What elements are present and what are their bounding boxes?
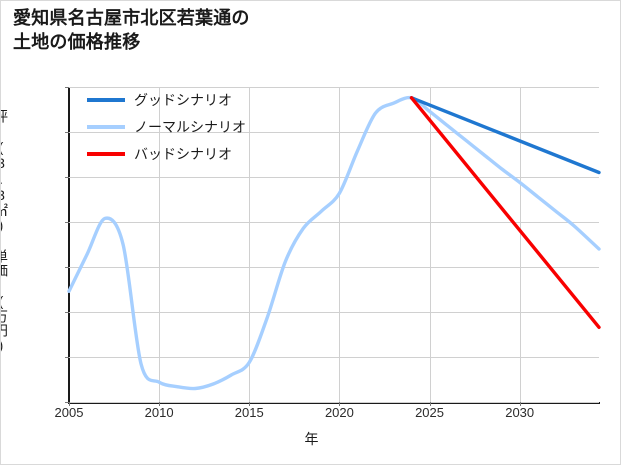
series-line: [67, 95, 601, 391]
y-axis-spine: [68, 87, 70, 404]
page-title: 愛知県名古屋市北区若葉通の 土地の価格推移: [13, 8, 250, 52]
x-tick-label: 2030: [505, 405, 535, 420]
x-tick-label: 2025: [415, 405, 444, 420]
x-tick-mark: [519, 402, 521, 406]
gridline-horizontal: [69, 312, 599, 313]
x-tick-label: 2015: [234, 405, 264, 420]
gridline-horizontal: [69, 87, 599, 88]
x-tick-label: 2005: [54, 405, 84, 420]
gridline-horizontal: [69, 267, 599, 268]
gridline-horizontal: [69, 402, 599, 403]
y-tick-mark: [65, 267, 69, 268]
x-tick-mark: [159, 402, 161, 406]
y-tick-mark: [65, 222, 69, 223]
y-tick-mark: [65, 312, 69, 313]
series-line: [409, 96, 601, 175]
y-tick-mark: [65, 132, 69, 133]
x-tick-mark: [249, 402, 251, 406]
gridline-horizontal: [69, 177, 599, 178]
data-series-layer: [67, 95, 601, 391]
y-tick-mark: [65, 357, 69, 358]
series-line: [409, 96, 601, 329]
gridline-vertical: [249, 87, 251, 402]
x-tick-label: 2020: [324, 405, 354, 420]
y-tick-mark: [65, 87, 69, 88]
gridline-vertical: [429, 87, 431, 402]
x-tick-mark: [69, 402, 70, 406]
y-axis-label: 坪 (3.3㎡) 単価 (万円): [0, 109, 9, 353]
x-axis-spine: [68, 402, 600, 404]
gridline-horizontal: [69, 357, 599, 358]
x-tick-mark: [339, 402, 341, 406]
gridline-vertical: [159, 87, 161, 402]
x-tick-mark: [429, 402, 431, 406]
gridline-horizontal: [69, 222, 599, 223]
y-tick-mark: [65, 402, 69, 403]
gridline-horizontal: [69, 132, 599, 133]
x-axis-label: 年: [304, 431, 319, 447]
gridline-vertical: [339, 87, 341, 402]
y-tick-mark: [65, 177, 69, 178]
plot-area: 707580859095100105 200520102015202020252…: [55, 87, 601, 420]
x-tick-label: 2010: [144, 405, 174, 420]
gridline-vertical: [519, 87, 521, 402]
